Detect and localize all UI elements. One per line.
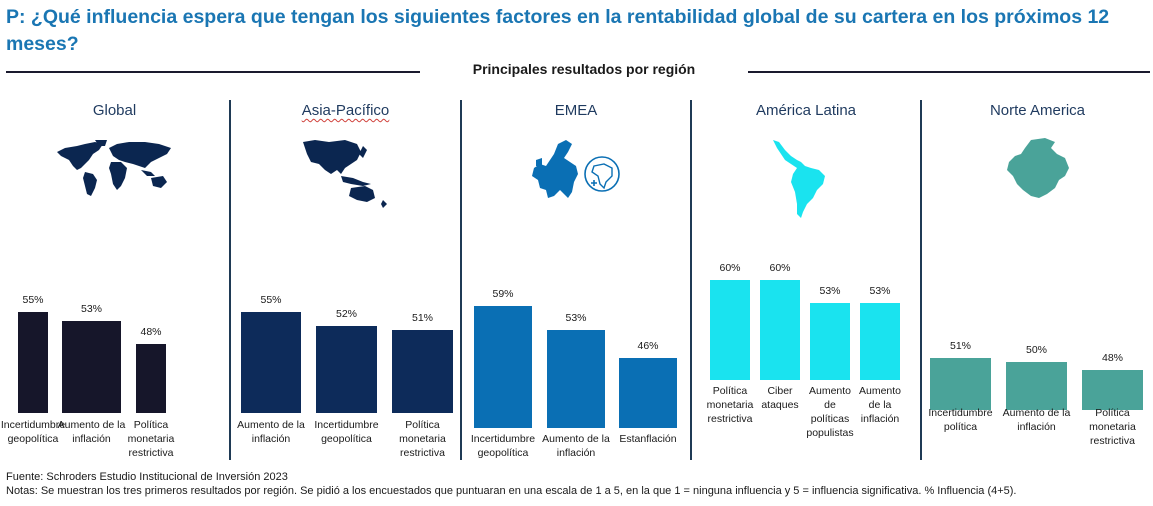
region-title-text: EMEA: [554, 102, 598, 119]
bar: [62, 321, 121, 413]
bar: [316, 325, 377, 413]
bar: [1006, 362, 1067, 410]
region-title-text: Asia-Pacífico: [301, 102, 390, 119]
bar-value-label: 50%: [1025, 344, 1047, 356]
bar-value-label: 48%: [140, 326, 162, 339]
category-label: Aumento de políticas populistas: [806, 385, 854, 439]
bar: [810, 303, 850, 380]
region-title-text: Norte America: [989, 102, 1086, 119]
region-title-text: Global: [92, 102, 137, 119]
category-label: Aumento de la inflación: [542, 433, 610, 459]
bar-value-label: 53%: [80, 303, 102, 316]
bar: [760, 280, 800, 380]
bar: [619, 358, 677, 428]
region-title-text: América Latina: [755, 102, 857, 119]
category-label: Incertidumbre política: [928, 407, 993, 433]
bar-chart-global: 55% Incertidumbre geopolítica 53% Aumento d…: [0, 96, 229, 466]
bar: [241, 312, 301, 413]
category-label: Aumento de la inflación: [1002, 407, 1071, 433]
bar-value-label: 48%: [1101, 352, 1123, 364]
category-label: Política monetaria restrictiva: [399, 419, 446, 459]
category-label: Incertidumbre geopolítica: [0, 419, 66, 445]
source-note: Fuente: Schroders Estudio Institucional …: [6, 471, 288, 483]
category-label: Aumento de la inflación: [858, 385, 902, 425]
bar-value-label: 53%: [819, 285, 841, 298]
category-label: Aumento de la inflación: [237, 419, 305, 445]
north-america-map-icon: [1006, 138, 1069, 198]
region-title: Norte America: [922, 102, 1153, 119]
bar: [710, 280, 750, 380]
bar-value-label: 55%: [260, 294, 282, 306]
region-panel-north-america: Norte America 51% Incertidumbre política 5…: [922, 96, 1153, 466]
bar-chart-north-america: 51% Incertidumbre política 50% Aumento de l…: [922, 96, 1153, 466]
methodology-note: Notas: Se muestran los tres primeros res…: [6, 485, 1017, 497]
category-label: Aumento de la inflación: [57, 419, 126, 445]
bar-value-label: 60%: [769, 262, 791, 274]
latin-america-map-icon: [773, 140, 825, 218]
bar: [930, 358, 991, 410]
bar-value-label: 52%: [335, 307, 357, 320]
region-divider: [460, 100, 462, 460]
category-label: Política monetaria restrictiva: [706, 385, 754, 425]
region-panel-latin-america: América Latina 60% Política monetaria res…: [692, 96, 920, 466]
question-title: P: ¿Qué influencia espera que tengan los…: [6, 6, 1110, 55]
bar-value-label: 51%: [949, 340, 971, 352]
bar-value-label: 46%: [637, 340, 659, 352]
region-divider: [920, 100, 922, 460]
bar-value-label: 60%: [719, 262, 741, 274]
asia-pacific-map-icon: [302, 140, 387, 208]
region-title: Asia-Pacífico: [231, 102, 460, 119]
bar: [136, 344, 166, 413]
bar: [1082, 370, 1143, 410]
region-divider: [229, 100, 231, 460]
region-title: Global: [0, 102, 229, 119]
bar: [547, 330, 605, 428]
subtitle-rule-right: [748, 71, 1150, 73]
region-title: América Latina: [692, 102, 920, 119]
europe-africa-map-icon: [532, 140, 620, 198]
subtitle-rule-left: [6, 71, 420, 73]
bar-chart-asia-pacific: 55% Aumento de la inflación 52% Incertidumb…: [231, 96, 460, 466]
footer: Fuente: Schroders Estudio Institucional …: [6, 470, 1017, 498]
bar-value-label: 53%: [565, 312, 587, 324]
bar-value-label: 53%: [869, 285, 891, 298]
subtitle-row: Principales resultados por región: [6, 60, 1150, 82]
bar-value-label: 55%: [22, 294, 44, 306]
category-label: Incertidumbre geopolítica: [470, 433, 536, 459]
category-label: Política monetaria restrictiva: [127, 419, 175, 459]
world-map-icon: [56, 140, 171, 196]
bar: [474, 306, 532, 428]
subtitle: Principales resultados por región: [472, 61, 696, 77]
bar: [18, 312, 48, 413]
bar-chart-latin-america: 60% Política monetaria restrictiva 60% Cibe…: [692, 96, 920, 466]
bar: [860, 303, 900, 380]
category-label: Política monetaria restrictiva: [1089, 407, 1136, 447]
bar: [392, 330, 453, 413]
category-label: Ciber ataques: [761, 385, 799, 411]
bar-value-label: 51%: [411, 312, 433, 325]
bar-chart-emea: 59% Incertidumbre geopolítica 53% Aumento d…: [462, 96, 690, 466]
region-panel-emea: EMEA 59% Incertidumbre geopolítica 53% Aume…: [462, 96, 690, 466]
region-title: EMEA: [462, 102, 690, 119]
category-label: Estanflación: [619, 433, 677, 445]
region-panel-global: Global 55% Incertidumbre geopolítica 53% Au…: [0, 96, 229, 466]
bar-value-label: 59%: [492, 288, 514, 300]
region-panel-asia-pacific: Asia-Pacífico 55% Aumento de la inflación…: [231, 96, 460, 466]
category-label: Incertidumbre geopolítica: [314, 419, 379, 445]
region-divider: [690, 100, 692, 460]
